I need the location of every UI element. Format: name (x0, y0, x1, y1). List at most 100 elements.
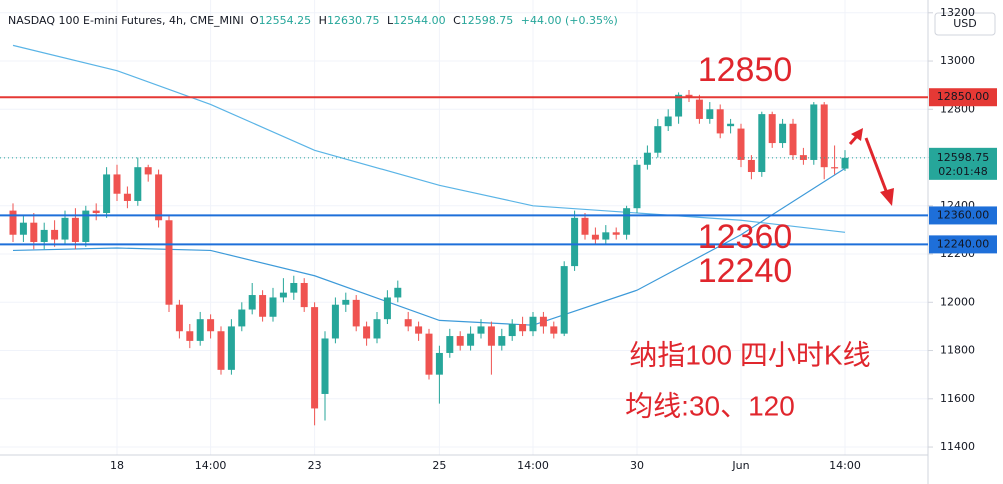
candle-body (799, 155, 807, 160)
x-tick-label: Jun (731, 459, 749, 472)
candle-body (269, 297, 277, 317)
candle-body (508, 324, 516, 337)
annotation: 均线:30、120 (625, 390, 795, 421)
candle-body (82, 210, 90, 242)
candle-body (311, 307, 319, 409)
candle-body (134, 167, 142, 201)
arrow-shaft (864, 137, 890, 197)
candle-body (123, 193, 131, 201)
candle-body (186, 331, 194, 341)
y-tick-label: 13200 (940, 6, 975, 19)
candle-body (165, 220, 173, 305)
level-label: 12360.00 (937, 208, 990, 221)
candle-body (602, 232, 610, 240)
candle-body (331, 304, 339, 339)
annotation: 12850 (698, 51, 793, 89)
candle-body (40, 229, 48, 242)
candle-body (758, 114, 766, 173)
candle-body (217, 331, 225, 370)
ohlc: O12554.25 H12630.75 L12544.00 C12598.75 … (250, 14, 618, 27)
y-tick-label: 13000 (940, 54, 975, 67)
y-tick-label: 12000 (940, 295, 975, 308)
candle-body (352, 299, 360, 327)
moving-average (12, 44, 846, 233)
candle-body (498, 336, 506, 346)
header: NASDAQ 100 E-mini Futures, 4h, CME_MINI … (8, 14, 618, 27)
candle-body (675, 94, 683, 117)
candle-body (716, 109, 724, 134)
x-tick-label: 23 (308, 459, 322, 472)
y-tick-label: 11400 (940, 440, 975, 453)
candle-body (404, 319, 412, 327)
annotation: 12240 (698, 252, 793, 290)
candle-body (643, 152, 651, 165)
candle-body (706, 109, 714, 119)
ohlc-key: H (319, 14, 327, 27)
level-label-box (929, 206, 997, 225)
candle-body (103, 174, 111, 214)
candle-body (560, 266, 568, 334)
ohlc-key: C (453, 14, 461, 27)
candle-body (196, 319, 204, 341)
candle-body (279, 292, 287, 298)
y-tick-label: 11800 (940, 344, 975, 357)
candle-body (9, 210, 17, 235)
ohlc-key: L (387, 14, 394, 27)
candle-body (519, 324, 527, 332)
y-tick-label: 11600 (940, 392, 975, 405)
moving-average (12, 167, 846, 326)
x-tick-label: 25 (432, 459, 446, 472)
candle-body (571, 217, 579, 267)
candle-body (831, 167, 839, 169)
candle-body (623, 208, 631, 235)
x-tick-label: 14:00 (517, 459, 549, 472)
candle-body (383, 297, 391, 320)
candle-body (19, 222, 27, 235)
candle-body (342, 299, 350, 305)
symbol-title: NASDAQ 100 E-mini Futures, 4h, CME_MINI (8, 14, 244, 27)
arrow-head (851, 128, 863, 141)
annotation: 12360 (698, 218, 793, 256)
ohlc-value: 12630.75 (327, 14, 380, 27)
candle-body (446, 336, 454, 353)
candle-body (779, 123, 787, 144)
countdown: 02:01:48 (938, 165, 987, 178)
candle-body (768, 114, 776, 144)
candle-body (71, 217, 79, 242)
last-price: 12598.75 (937, 151, 990, 164)
level-label-box (929, 235, 997, 254)
candle-body (394, 287, 402, 298)
x-tick-label: 14:00 (195, 459, 227, 472)
candle-body (92, 210, 100, 214)
candle-body (259, 295, 267, 317)
ohlc-value: 12544.00 (393, 14, 446, 27)
arrow-head (880, 188, 894, 206)
candle-body (300, 282, 308, 308)
candle-body (841, 157, 849, 169)
candle-body (727, 123, 735, 127)
candle-body (581, 217, 589, 235)
candle-body (467, 333, 475, 346)
candle-body (591, 234, 599, 240)
ohlc-value: 12554.25 (259, 14, 312, 27)
last-price-box (929, 147, 997, 180)
candle-body (529, 316, 537, 332)
candle-body (175, 304, 183, 332)
candle-body (373, 319, 381, 339)
x-tick-label: 30 (630, 459, 644, 472)
candle-body (51, 229, 59, 240)
candle-body (633, 164, 641, 209)
candle-body (207, 319, 215, 332)
level-label: 12240.00 (937, 237, 990, 250)
candle-body (810, 104, 818, 160)
candle-body (61, 217, 69, 240)
candle-body (685, 94, 693, 98)
candle-body (654, 126, 662, 153)
candle-body (550, 326, 558, 334)
candle-body (321, 338, 329, 394)
annotation: 纳指100 四小时K线 (629, 339, 870, 370)
candle-body (425, 333, 433, 375)
currency: USD (953, 17, 977, 30)
candle-body (477, 326, 485, 334)
change: +44.00 (+0.35%) (521, 14, 618, 27)
